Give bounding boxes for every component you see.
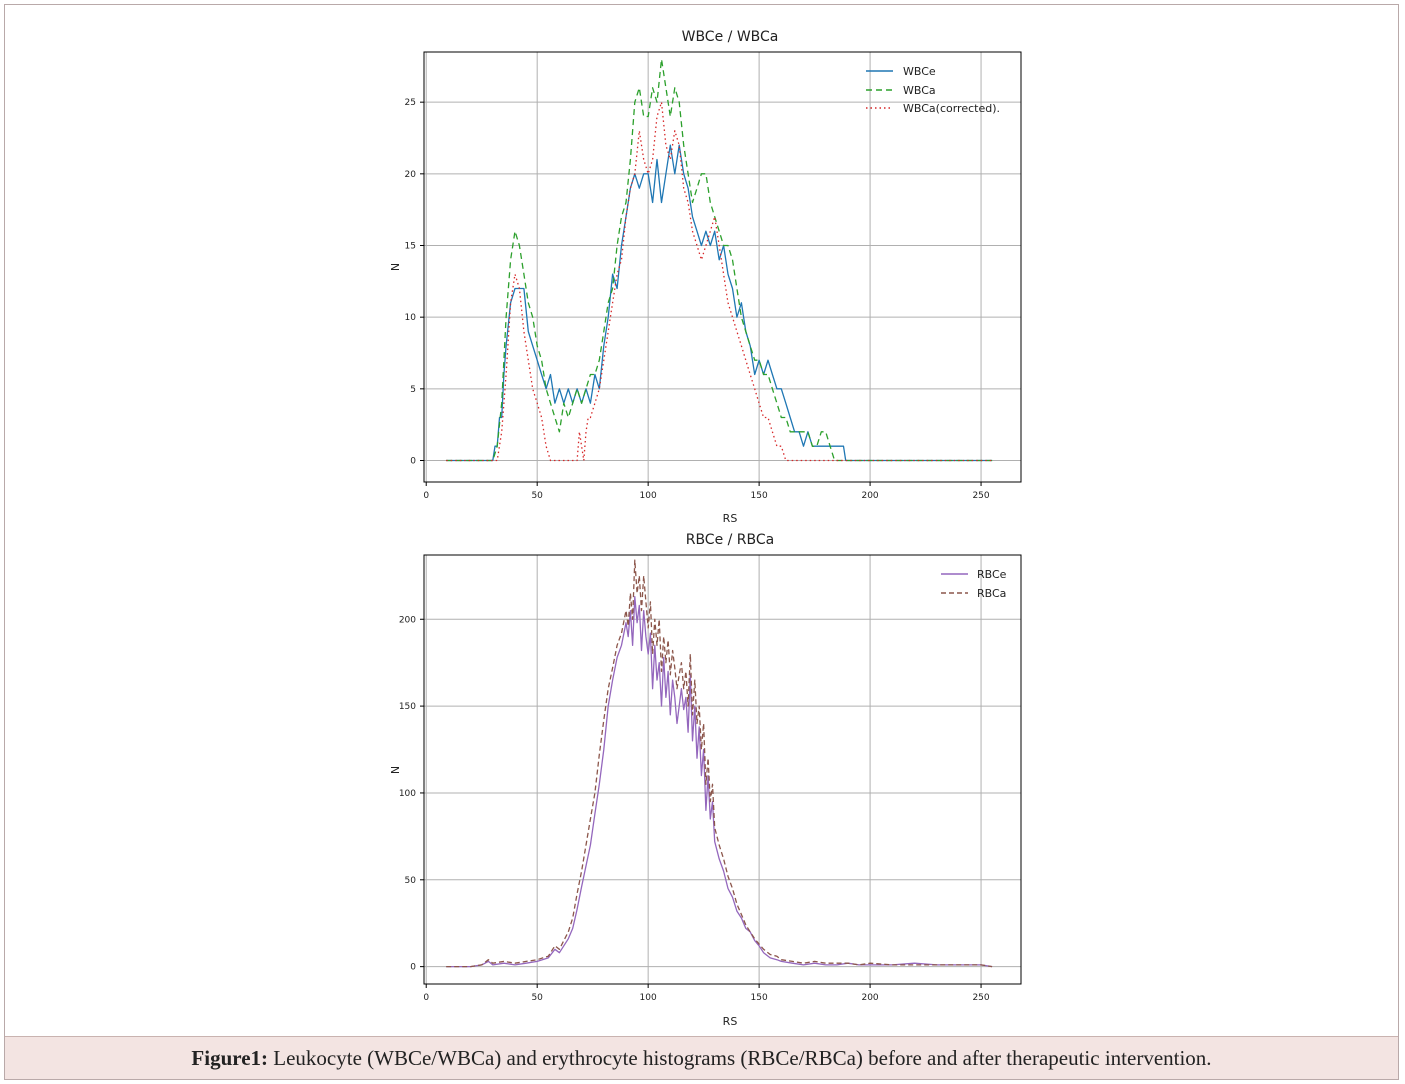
series-line-wbca — [446, 58, 993, 462]
rbc-ytick-label: 200 — [399, 615, 416, 625]
wbc-ytick-label: 0 — [410, 457, 416, 467]
rbc-xtick-label: 100 — [640, 993, 657, 1003]
legend-label-wbca: WBCa — [903, 84, 936, 97]
rbc-ytick-label: 0 — [410, 963, 416, 973]
wbc-ytick-label: 10 — [405, 313, 417, 323]
figure-frame — [4, 4, 1399, 1080]
rbc-series — [446, 559, 993, 968]
series-line-wbca-corrected — [446, 101, 993, 462]
caption-text: Leukocyte (WBCe/WBCa) and erythrocyte hi… — [268, 1046, 1212, 1070]
rbc-grid — [424, 555, 1021, 984]
figure-caption: Figure1: Leukocyte (WBCe/WBCa) and eryth… — [5, 1036, 1398, 1079]
rbc-plot-frame — [423, 554, 1022, 985]
wbc-ticks: 0 50 100 150 200 250 0 5 10 15 20 25 — [405, 98, 990, 501]
series-line-rbce — [446, 596, 993, 968]
rbc-chart-title: RBCe / RBCa — [686, 532, 775, 548]
wbc-chart: WBCe / WBCa 0 50 100 150 200 250 0 5 10 15 20 25 RS… — [389, 29, 1022, 525]
rbc-legend: RBCe RBCa — [941, 568, 1007, 600]
wbc-ylabel: N — [389, 263, 402, 271]
wbc-xtick-label: 100 — [640, 491, 657, 501]
rbc-xtick-label: 50 — [531, 993, 543, 1003]
rbc-ytick-label: 150 — [399, 702, 416, 712]
wbc-xtick-label: 150 — [751, 491, 768, 501]
legend-label-wbca-corrected: WBCa(corrected). — [903, 102, 1000, 115]
wbc-xtick-label: 250 — [972, 491, 989, 501]
legend-label-rbca: RBCa — [977, 587, 1006, 600]
legend-label-wbce: WBCe — [903, 65, 936, 78]
caption-label: Figure1: — [191, 1046, 269, 1070]
series-line-rbca — [446, 559, 993, 968]
wbc-ytick-label: 15 — [405, 242, 416, 252]
rbc-ticks: 0 50 100 150 200 250 0 50 100 150 200 — [399, 615, 990, 1003]
rbc-xtick-label: 0 — [423, 993, 429, 1003]
wbc-ytick-label: 25 — [405, 98, 416, 108]
wbc-legend: WBCe WBCa WBCa(corrected). — [866, 65, 1000, 115]
wbc-xtick-label: 200 — [861, 491, 878, 501]
rbc-xtick-label: 200 — [861, 993, 878, 1003]
wbc-grid — [424, 52, 1021, 482]
wbc-xlabel: RS — [723, 512, 738, 525]
wbc-series — [446, 58, 993, 462]
rbc-xtick-label: 250 — [972, 993, 989, 1003]
wbc-chart-title: WBCe / WBCa — [682, 29, 779, 45]
rbc-xtick-label: 150 — [751, 993, 768, 1003]
wbc-xtick-label: 0 — [423, 491, 429, 501]
rbc-ylabel: N — [389, 766, 402, 774]
wbc-plot-frame — [423, 51, 1022, 483]
rbc-ytick-label: 100 — [399, 789, 416, 799]
series-line-wbce — [446, 144, 993, 462]
rbc-ytick-label: 50 — [405, 876, 417, 886]
rbc-chart: RBCe / RBCa 0 50 100 150 200 250050100150200 … — [389, 532, 1022, 1028]
wbc-ytick-label: 5 — [410, 385, 416, 395]
legend-label-rbce: RBCe — [977, 568, 1007, 581]
wbc-ytick-label: 20 — [405, 170, 417, 180]
wbc-xtick-label: 50 — [531, 491, 543, 501]
rbc-xlabel: RS — [723, 1015, 738, 1028]
